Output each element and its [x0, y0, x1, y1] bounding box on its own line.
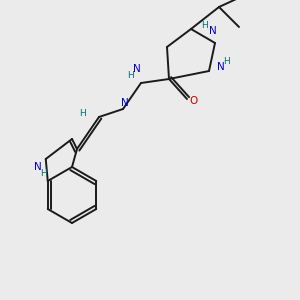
Text: N: N [34, 162, 42, 172]
Text: H: H [40, 169, 47, 178]
Text: H: H [202, 20, 208, 29]
Text: N: N [133, 64, 141, 74]
Text: N: N [217, 62, 225, 72]
Text: O: O [189, 96, 197, 106]
Text: N: N [121, 98, 129, 108]
Text: N: N [209, 26, 217, 36]
Text: H: H [128, 70, 134, 80]
Text: H: H [224, 56, 230, 65]
Text: H: H [80, 109, 86, 118]
